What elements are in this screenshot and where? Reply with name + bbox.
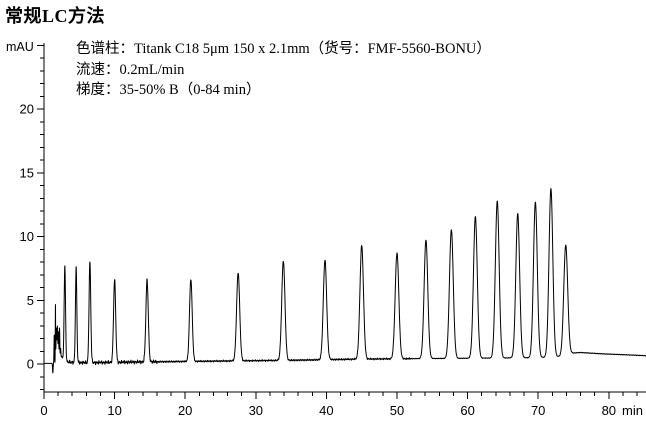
x-tick-label: 20 (178, 403, 192, 418)
x-tick-label: 60 (460, 403, 474, 418)
y-tick-label: 0 (27, 357, 34, 372)
x-tick-label: 70 (531, 403, 545, 418)
y-axis-unit-label: mAU (6, 40, 34, 54)
x-tick-label: 80 (602, 403, 616, 418)
page-title: 常规LC方法 (5, 6, 106, 26)
x-tick-label: 10 (107, 403, 121, 418)
annotation-column-line: 色谱柱：Titank C18 5μm 150 x 2.1mm（货号：FMF-55… (76, 41, 491, 57)
y-tick-label: 15 (20, 165, 34, 180)
chromatogram-trace (43, 188, 646, 374)
annotation-gradient-line: 梯度：35-50% B（0-84 min） (76, 82, 261, 98)
y-tick-label: 5 (27, 293, 34, 308)
x-tick-label: 40 (319, 403, 333, 418)
x-tick-label: 50 (390, 403, 404, 418)
annotation-flow-line: 流速：0.2mL/min (76, 61, 185, 78)
x-tick-label: 0 (40, 403, 47, 418)
y-tick-label: 10 (20, 229, 34, 244)
x-tick-label: 30 (249, 403, 263, 418)
x-axis-unit: min (622, 403, 643, 418)
y-tick-label: 20 (20, 102, 34, 117)
method-annotation: 色谱柱：Titank C18 5μm 150 x 2.1mm（货号：FMF-55… (76, 39, 491, 101)
